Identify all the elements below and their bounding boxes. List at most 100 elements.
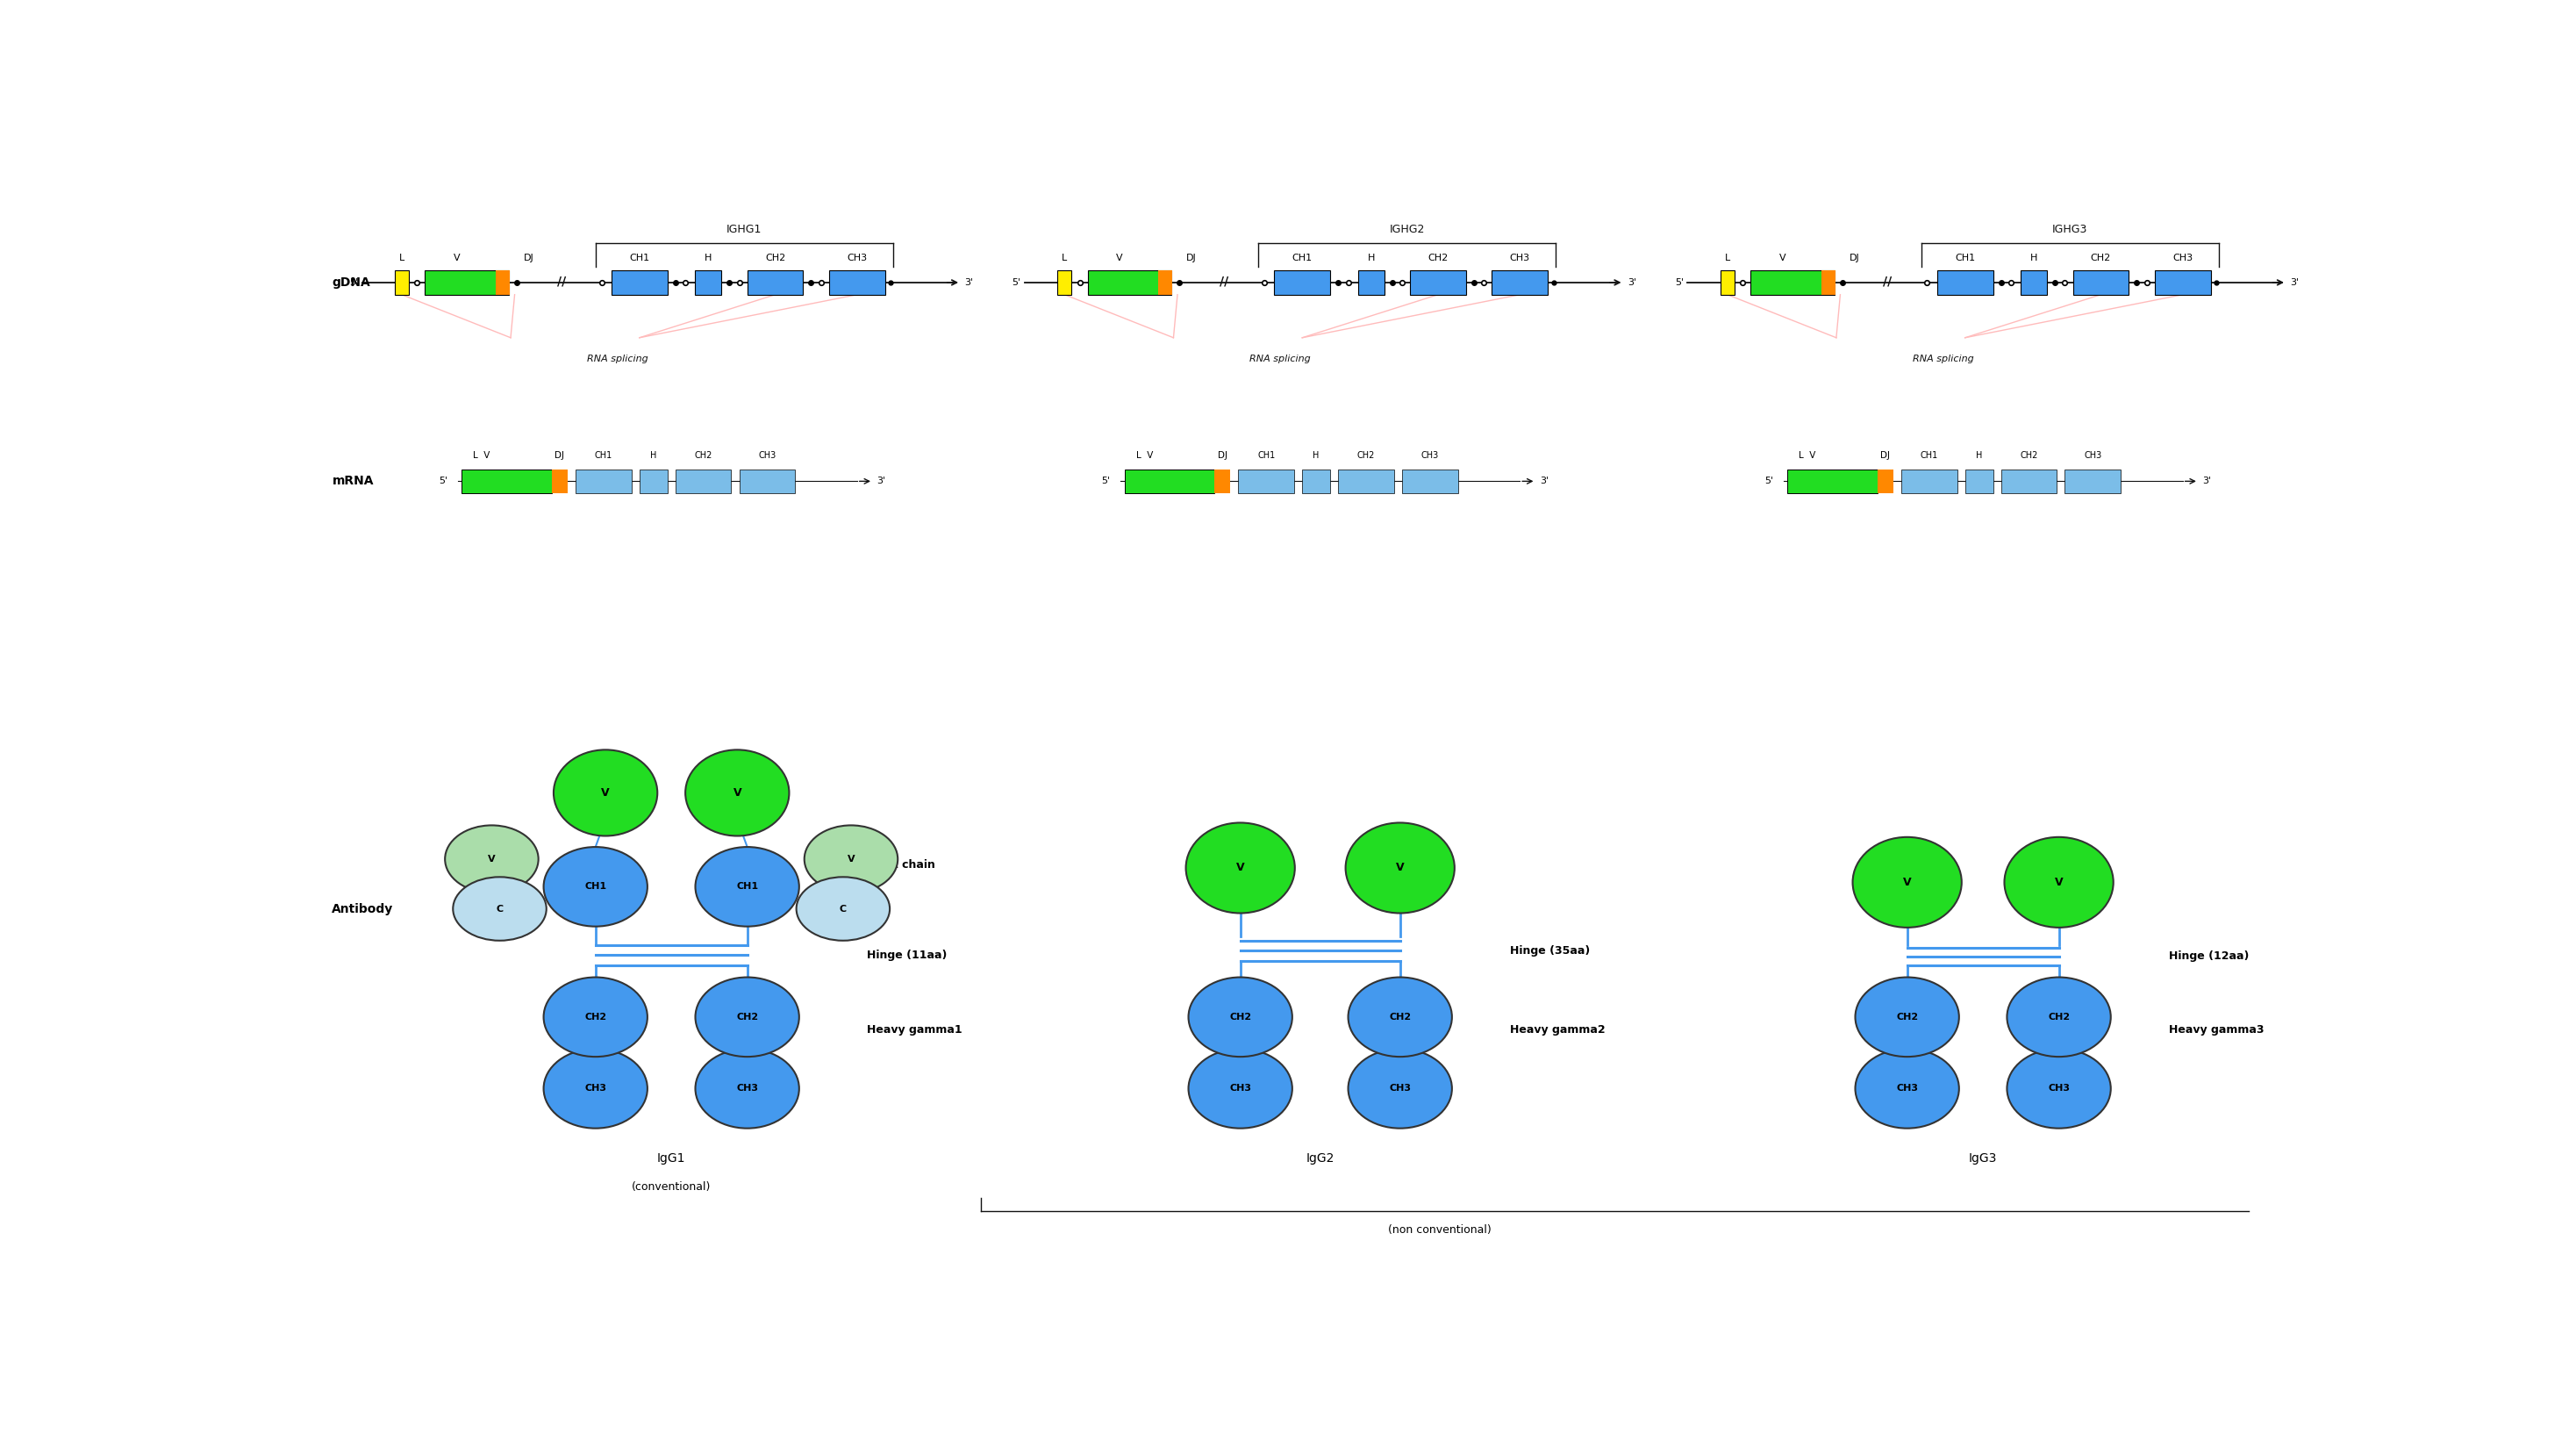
Bar [1275,271,1329,294]
Bar [425,271,507,294]
Text: DJ: DJ [1880,452,1891,460]
Text: CH1: CH1 [585,882,605,891]
Bar [461,469,551,493]
Text: 5': 5' [1103,478,1110,486]
Ellipse shape [446,826,538,893]
Text: CH2: CH2 [2092,254,2110,262]
Text: RNA splicing: RNA splicing [1911,354,1973,363]
Ellipse shape [796,878,889,941]
Bar [1965,469,1994,493]
Text: CH1: CH1 [595,452,613,460]
Text: CH3: CH3 [2084,452,2102,460]
Text: 5': 5' [1765,478,1772,486]
Ellipse shape [544,977,647,1057]
Text: CH3: CH3 [1422,452,1440,460]
Bar [1213,469,1231,493]
Text: V: V [2056,876,2063,888]
Text: CH3: CH3 [1388,1084,1412,1093]
Bar [1401,469,1458,493]
Text: CH2: CH2 [1896,1012,1919,1021]
Text: H: H [2030,254,2038,262]
Ellipse shape [696,847,799,926]
Bar [1901,469,1958,493]
Text: V: V [1780,254,1785,262]
Bar [611,271,667,294]
Ellipse shape [1855,977,1958,1057]
Bar [1788,469,1878,493]
Text: CH1: CH1 [1293,254,1311,262]
Text: 5': 5' [1674,278,1685,287]
Ellipse shape [544,1048,647,1129]
Bar [551,469,567,493]
Text: H: H [1976,452,1984,460]
Text: CH1: CH1 [1955,254,1976,262]
Bar [1303,469,1329,493]
Bar [829,271,886,294]
Text: V: V [734,787,742,799]
Bar [1358,271,1383,294]
Text: CH2: CH2 [1427,254,1448,262]
Text: CH2: CH2 [1388,1012,1412,1021]
Text: CH3: CH3 [757,452,775,460]
Bar [2002,469,2056,493]
Text: CH2: CH2 [1229,1012,1252,1021]
Bar [2074,271,2128,294]
Ellipse shape [1347,977,1453,1057]
Text: C: C [497,905,502,913]
Text: Heavy gamma2: Heavy gamma2 [1510,1024,1605,1035]
Ellipse shape [1347,1048,1453,1129]
Ellipse shape [2007,977,2110,1057]
Text: CH2: CH2 [737,1012,757,1021]
Text: Hinge (11aa): Hinge (11aa) [868,949,948,961]
Text: (non conventional): (non conventional) [1388,1225,1492,1236]
Bar [1239,469,1293,493]
Text: Light chain: Light chain [868,859,935,870]
Ellipse shape [554,750,657,836]
Bar [739,469,796,493]
Bar [1721,271,1734,294]
Text: DJ: DJ [554,452,564,460]
Text: 5': 5' [438,478,448,486]
Text: RNA splicing: RNA splicing [1249,354,1311,363]
Text: CH3: CH3 [848,254,868,262]
Text: H: H [1314,452,1319,460]
Text: L: L [399,254,404,262]
Bar [1937,271,1994,294]
Text: RNA splicing: RNA splicing [587,354,649,363]
Text: DJ: DJ [1218,452,1226,460]
Bar [1492,271,1548,294]
Text: 3': 3' [966,278,974,287]
Text: V: V [1904,876,1911,888]
Bar [639,469,667,493]
Text: (conventional): (conventional) [631,1182,711,1193]
Text: L  V: L V [1798,452,1816,460]
Text: CH2: CH2 [585,1012,605,1021]
Text: V: V [1115,254,1123,262]
Text: mRNA: mRNA [332,475,374,488]
Text: CH3: CH3 [2048,1084,2071,1093]
Ellipse shape [696,977,799,1057]
Ellipse shape [1855,1048,1958,1129]
Ellipse shape [1345,823,1455,913]
Bar [1752,271,1834,294]
Text: L: L [1061,254,1066,262]
Text: CH1: CH1 [1257,452,1275,460]
Text: Heavy gamma3: Heavy gamma3 [2169,1024,2264,1035]
Text: H: H [706,254,711,262]
Text: CH2: CH2 [2048,1012,2071,1021]
Text: 5': 5' [350,278,358,287]
Text: IGHG1: IGHG1 [726,224,762,235]
Bar [1409,271,1466,294]
Text: CH2: CH2 [2020,452,2038,460]
Text: Hinge (12aa): Hinge (12aa) [2169,951,2249,962]
Ellipse shape [1852,837,1963,928]
Text: CH3: CH3 [1896,1084,1919,1093]
Ellipse shape [804,826,899,893]
Bar [394,271,410,294]
Text: //: // [556,275,567,288]
Bar [2154,271,2210,294]
Bar [1059,271,1072,294]
Text: 3': 3' [1628,278,1636,287]
Text: 3': 3' [876,478,886,486]
Text: V: V [1396,862,1404,873]
